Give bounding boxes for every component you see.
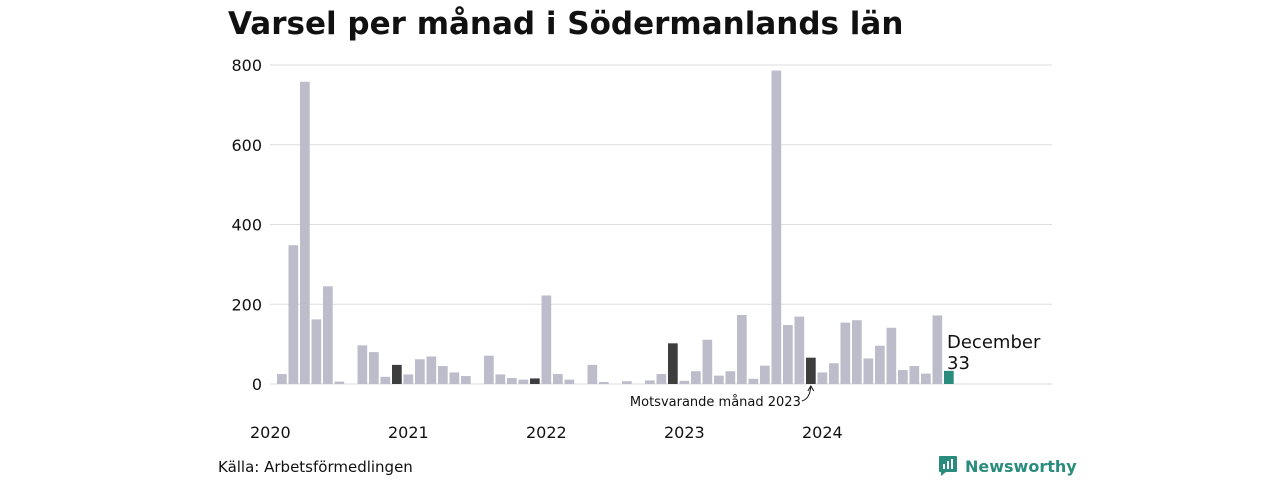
bar <box>300 81 310 384</box>
bar <box>311 319 322 384</box>
bar <box>357 345 368 384</box>
annotation-layer: Motsvarande månad 2023 <box>630 385 815 410</box>
bar-current-month <box>944 370 954 384</box>
bar <box>484 355 494 384</box>
last-value-label: December 33 <box>947 332 1041 374</box>
bar <box>679 380 690 384</box>
bar <box>415 359 425 384</box>
same-month-annotation: Motsvarande månad 2023 <box>630 395 801 410</box>
x-year-label: 2024 <box>802 423 843 442</box>
bar <box>403 374 414 384</box>
bar-same-month <box>806 357 816 384</box>
bar <box>852 320 862 384</box>
bar <box>288 245 299 384</box>
bar <box>507 378 517 384</box>
y-tick-label: 200 <box>231 295 262 314</box>
bar <box>369 352 379 384</box>
bar <box>518 379 529 384</box>
bar <box>449 372 460 384</box>
brand-name: Newsworthy <box>965 456 1077 476</box>
bar <box>564 379 575 384</box>
annotation-arrowhead <box>807 385 815 392</box>
x-year-label: 2022 <box>526 423 567 442</box>
y-tick-label: 0 <box>252 375 262 394</box>
newsworthy-logo-icon <box>939 456 957 476</box>
bar <box>932 315 943 384</box>
x-year-label: 2020 <box>250 423 291 442</box>
bar <box>875 345 885 384</box>
bar <box>645 380 655 384</box>
bar <box>748 378 759 384</box>
last-value-label-number: 33 <box>947 353 970 374</box>
bar <box>323 286 333 384</box>
y-tick-label: 800 <box>231 56 262 75</box>
bar <box>553 374 563 384</box>
y-tick-label: 400 <box>231 216 262 235</box>
y-axis-ticks: 0 200 400 600 800 <box>231 56 262 394</box>
bar <box>622 381 632 384</box>
bar <box>794 316 805 384</box>
last-month-label: December <box>947 332 1041 353</box>
bar <box>587 364 598 384</box>
bar <box>495 374 506 384</box>
bar <box>438 366 448 384</box>
bar <box>886 327 897 384</box>
y-tick-label: 600 <box>231 136 262 155</box>
x-year-label: 2023 <box>664 423 705 442</box>
bar <box>840 322 851 384</box>
bar <box>380 376 391 384</box>
bar <box>921 373 931 384</box>
x-axis-years: 2020 2021 2022 2023 2024 <box>250 423 843 442</box>
bar <box>817 372 828 384</box>
bar-same-month <box>668 343 678 384</box>
bar <box>737 315 747 384</box>
bar-chart: 0 200 400 600 800 2020 2021 2022 2023 2024 Motsv… <box>231 56 1052 442</box>
annotation-arrow <box>801 385 812 402</box>
brand-logo: Newsworthy <box>938 455 1077 477</box>
bar <box>691 371 701 384</box>
bar <box>725 371 736 384</box>
chart-title: Varsel per månad i Södermanlands län <box>228 6 904 42</box>
bar <box>863 358 874 384</box>
bar <box>760 365 770 384</box>
bar <box>461 376 471 384</box>
bar <box>783 324 793 384</box>
bar <box>702 339 713 384</box>
source-note: Källa: Arbetsförmedlingen <box>218 458 413 476</box>
bar <box>771 70 782 385</box>
bar-same-month <box>530 378 540 384</box>
bar <box>714 375 724 384</box>
bar <box>656 374 667 384</box>
bar <box>541 295 552 384</box>
bar <box>599 382 609 384</box>
bar <box>898 370 908 384</box>
x-year-label: 2021 <box>388 423 429 442</box>
bar <box>909 366 920 384</box>
bar <box>277 374 287 384</box>
bar <box>334 381 345 384</box>
bar <box>426 356 437 384</box>
bar <box>829 363 839 384</box>
bar-same-month <box>392 364 402 384</box>
bars <box>277 70 954 385</box>
